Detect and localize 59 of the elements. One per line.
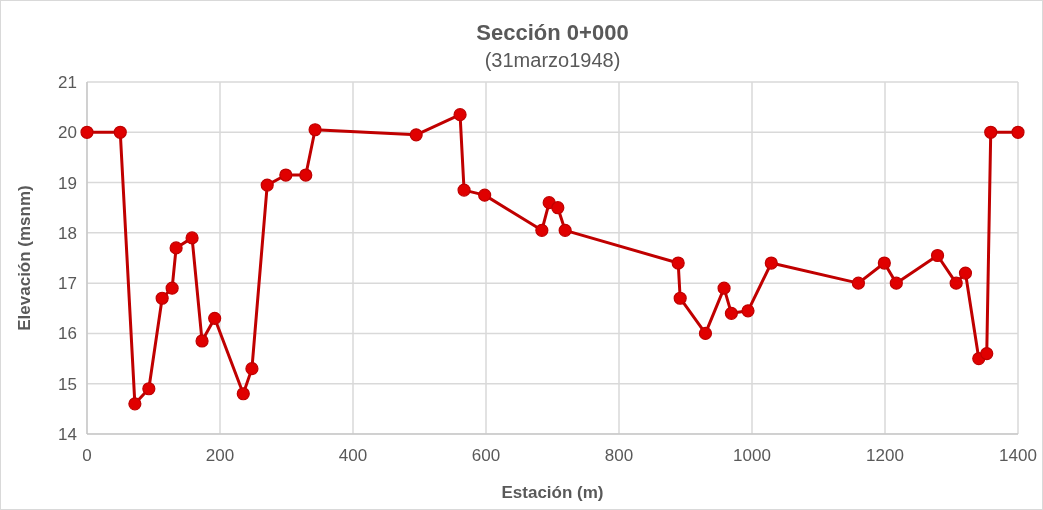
point <box>851 276 865 290</box>
point <box>877 256 891 270</box>
y-tick-label: 17 <box>58 274 77 294</box>
point <box>478 188 492 202</box>
chart-title: Sección 0+000 <box>476 20 629 45</box>
point <box>142 382 156 396</box>
y-tick-label: 21 <box>58 72 77 92</box>
point <box>930 248 945 263</box>
point <box>984 125 998 139</box>
point <box>299 168 313 182</box>
point <box>245 362 259 376</box>
point <box>535 223 549 237</box>
y-tick-label: 18 <box>58 223 77 243</box>
y-axis-title: Elevación (msnm) <box>15 185 34 331</box>
x-tick-label: 1000 <box>733 446 771 465</box>
point <box>113 125 127 139</box>
x-tick-label: 200 <box>205 446 235 465</box>
point <box>128 397 142 411</box>
point <box>80 125 94 139</box>
point <box>724 306 738 320</box>
chart-subtitle: (31marzo1948) <box>484 49 621 71</box>
point <box>279 168 293 182</box>
point <box>236 387 250 401</box>
point <box>208 311 222 325</box>
y-tick-label: 20 <box>58 123 77 143</box>
point <box>1011 125 1025 139</box>
x-tick-label: 400 <box>338 446 368 465</box>
point <box>155 291 169 305</box>
point <box>673 291 687 305</box>
point <box>980 346 994 361</box>
point <box>698 326 713 341</box>
point <box>308 123 322 137</box>
point <box>958 266 973 280</box>
point <box>764 256 778 270</box>
point <box>195 334 209 348</box>
point <box>717 281 731 295</box>
point <box>457 183 471 197</box>
point <box>453 108 467 122</box>
point <box>741 304 755 318</box>
y-tick-label: 14 <box>58 424 77 444</box>
y-tick-label: 15 <box>58 374 77 394</box>
x-tick-label: 0 <box>82 446 92 465</box>
point <box>558 223 572 237</box>
y-tick-label: 19 <box>58 173 77 193</box>
x-tick-label: 600 <box>471 446 501 465</box>
point <box>551 201 565 215</box>
x-tick-label: 1400 <box>999 446 1037 465</box>
point <box>169 241 183 255</box>
x-tick-label: 800 <box>604 446 634 465</box>
point <box>949 276 963 290</box>
point <box>671 256 685 270</box>
x-axis-title: Estación (m) <box>501 483 604 502</box>
point <box>889 276 903 290</box>
point <box>409 128 423 142</box>
point <box>165 281 179 295</box>
y-tick-label: 16 <box>58 324 77 344</box>
point <box>185 231 199 245</box>
x-tick-label: 1200 <box>866 446 904 465</box>
point <box>260 178 274 192</box>
